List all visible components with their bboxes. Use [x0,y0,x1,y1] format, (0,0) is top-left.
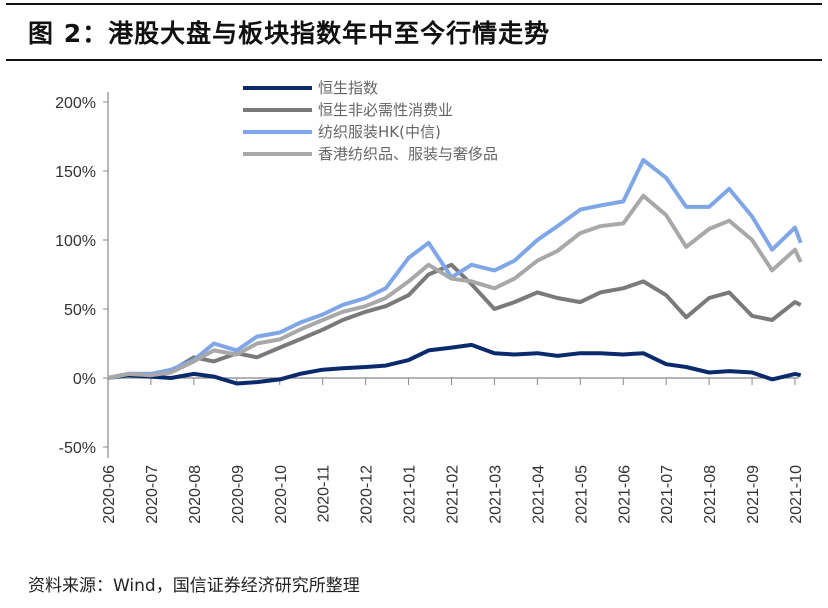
legend-label: 恒生非必需性消费业 [318,101,453,119]
y-tick-label: 100% [55,233,96,250]
x-tick-label: 2020-10 [273,465,290,524]
y-tick-label: 200% [55,95,96,112]
y-tick-label: 0% [73,371,96,388]
series-line-3 [107,158,803,380]
series-line-2 [107,262,802,380]
x-tick-label: 2021-08 [702,465,719,524]
x-tick-label: 2021-07 [659,465,676,524]
x-tick-label: 2021-09 [745,465,762,524]
x-tick-label: 2020-08 [187,465,204,524]
series-line-4 [107,193,803,380]
source-note: 资料来源：Wind，国信证券经济研究所整理 [28,576,360,596]
x-tick-label: 2020-07 [144,465,161,524]
x-tick-label: 2021-01 [402,465,419,524]
legend-label: 香港纺织品、服装与奢侈品 [318,145,498,163]
x-tick-label: 2021-06 [616,465,633,524]
x-tick-label: 2020-09 [230,465,247,524]
y-tick-label: 150% [55,164,96,181]
x-tick-label: 2021-05 [573,465,590,524]
y-tick-label: 50% [64,302,96,319]
series-line-1 [107,342,802,386]
legend-label: 纺织服装HK(中信) [318,123,441,141]
x-tick-label: 2021-03 [487,465,504,524]
x-tick-label: 2021-04 [530,465,547,524]
x-tick-label: 2021-10 [788,465,805,524]
title-rule [6,59,822,61]
x-tick-label: 2020-06 [101,465,118,524]
x-tick-label: 2020-11 [316,465,333,523]
x-tick-label: 2021-02 [445,465,462,524]
x-tick-label: 2020-12 [359,465,376,524]
top-rule [6,3,822,5]
y-tick-label: -50% [59,440,96,457]
legend-label: 恒生指数 [318,79,378,97]
figure-title: 图 2：港股大盘与板块指数年中至今行情走势 [28,19,551,48]
